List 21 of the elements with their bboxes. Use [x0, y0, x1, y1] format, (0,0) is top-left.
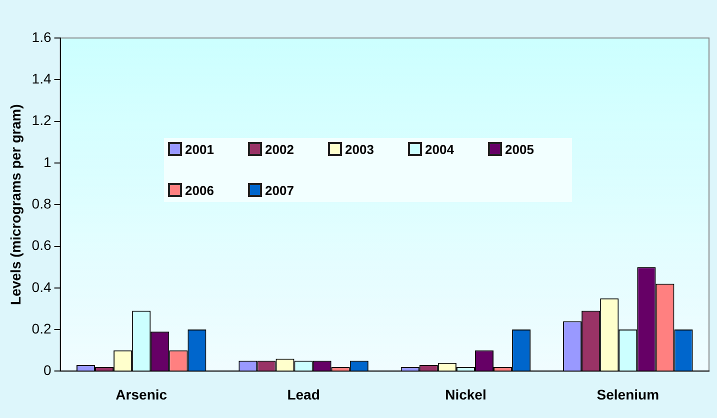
- x-tick-label: Nickel: [445, 386, 486, 402]
- legend-label: 2007: [265, 182, 294, 198]
- y-tick-label: 1: [43, 154, 52, 170]
- legend-label: 2005: [505, 142, 534, 157]
- legend-label: 2002: [265, 142, 294, 157]
- y-tick-label: 0.8: [32, 195, 52, 212]
- y-tick-label: 1.6: [32, 28, 52, 45]
- legend-label: 2003: [345, 142, 374, 157]
- x-tick-label: Selenium: [596, 386, 660, 402]
- y-tick-label: 0.4: [32, 278, 52, 295]
- y-tick-label: 0: [43, 362, 52, 378]
- x-tick-label: Lead: [287, 386, 320, 402]
- y-tick-label: 1.4: [32, 70, 52, 87]
- y-tick-label: 0.2: [32, 320, 52, 336]
- legend-label: 2001: [185, 142, 214, 157]
- y-tick-label: 0.6: [32, 237, 52, 254]
- legend-label: 2006: [185, 182, 214, 198]
- y-axis-title: Levels (micrograms per gram): [7, 104, 24, 305]
- legend-label: 2004: [425, 142, 454, 157]
- x-tick-label: Arsenic: [116, 386, 168, 402]
- y-tick-label: 1.2: [32, 112, 52, 128]
